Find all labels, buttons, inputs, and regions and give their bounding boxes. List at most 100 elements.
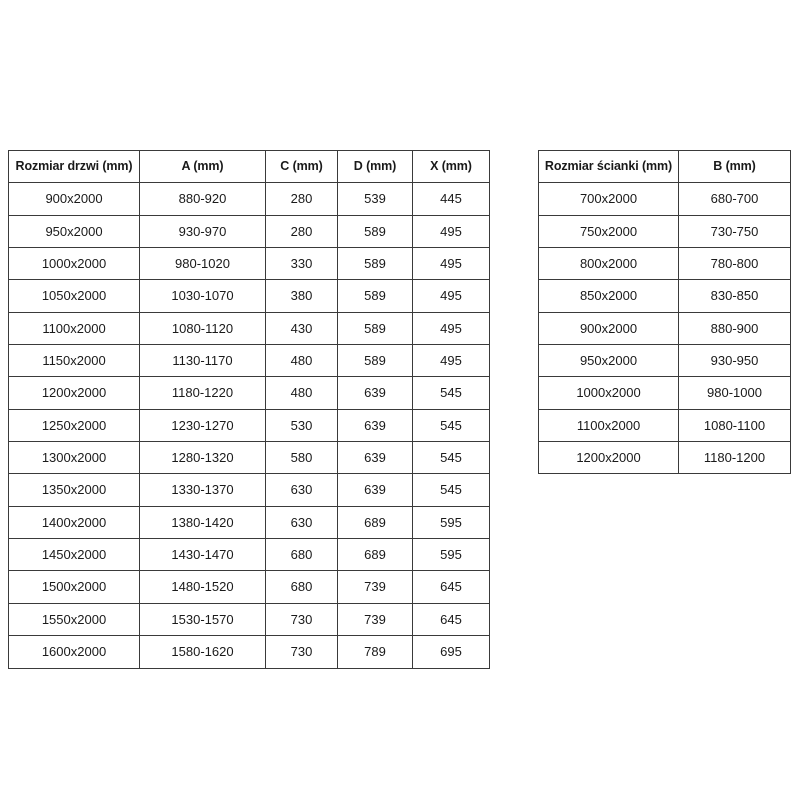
doors-row: 1300x2000 1280-1320 580 639 545 — [8, 441, 490, 475]
doors-cell-x: 545 — [412, 408, 490, 443]
doors-cell-c: 630 — [265, 505, 338, 540]
walls-row: 1100x2000 1080-1100 — [538, 408, 791, 443]
doors-cell-size: 1500x2000 — [8, 570, 140, 604]
doors-cell-c: 380 — [265, 279, 338, 313]
doors-cell-a: 1580-1620 — [139, 635, 266, 669]
door-size-specification-table: Rozmiar drzwi (mm) A (mm) C (mm) D (mm) … — [8, 149, 490, 669]
walls-cell-b: 680-700 — [678, 182, 791, 216]
doors-cell-x: 495 — [412, 344, 490, 378]
doors-row: 1000x2000 980-1020 330 589 495 — [8, 247, 490, 281]
walls-cell-b: 1080-1100 — [678, 408, 791, 443]
doors-cell-x: 645 — [412, 570, 490, 604]
walls-cell-size: 850x2000 — [538, 279, 679, 313]
doors-cell-size: 1450x2000 — [8, 538, 140, 572]
doors-cell-d: 589 — [337, 247, 413, 281]
doors-cell-c: 530 — [265, 408, 338, 443]
doors-cell-size: 1550x2000 — [8, 602, 140, 637]
doors-cell-a: 1480-1520 — [139, 570, 266, 604]
doors-cell-a: 1530-1570 — [139, 602, 266, 637]
doors-cell-d: 639 — [337, 473, 413, 507]
doors-cell-c: 730 — [265, 635, 338, 669]
doors-cell-x: 495 — [412, 311, 490, 346]
doors-cell-a: 1080-1120 — [139, 311, 266, 346]
doors-cell-d: 589 — [337, 279, 413, 313]
walls-table-header: Rozmiar ścianki (mm) B (mm) — [538, 149, 791, 184]
walls-row: 750x2000 730-750 — [538, 214, 791, 249]
doors-table-body: 900x2000 880-920 280 539 445 950x2000 930-970 2… — [8, 182, 490, 669]
doors-cell-c: 280 — [265, 182, 338, 216]
doors-cell-size: 1100x2000 — [8, 311, 140, 346]
doors-cell-c: 680 — [265, 570, 338, 604]
walls-cell-size: 750x2000 — [538, 214, 679, 249]
walls-row: 700x2000 680-700 — [538, 182, 791, 216]
doors-cell-d: 789 — [337, 635, 413, 669]
doors-cell-size: 1050x2000 — [8, 279, 140, 313]
walls-cell-size: 950x2000 — [538, 344, 679, 378]
walls-row: 1200x2000 1180-1200 — [538, 441, 791, 475]
doors-cell-a: 1430-1470 — [139, 538, 266, 572]
doors-cell-a: 1280-1320 — [139, 441, 266, 475]
doors-row: 1350x2000 1330-1370 630 639 545 — [8, 473, 490, 507]
walls-col-header-b: B (mm) — [678, 149, 791, 184]
doors-col-header-d: D (mm) — [337, 149, 413, 184]
doors-cell-c: 630 — [265, 473, 338, 507]
doors-row: 1450x2000 1430-1470 680 689 595 — [8, 538, 490, 572]
doors-cell-c: 680 — [265, 538, 338, 572]
walls-row: 950x2000 930-950 — [538, 344, 791, 378]
doors-cell-c: 730 — [265, 602, 338, 637]
doors-cell-a: 1380-1420 — [139, 505, 266, 540]
walls-row: 1000x2000 980-1000 — [538, 376, 791, 410]
walls-cell-b: 830-850 — [678, 279, 791, 313]
walls-row: 900x2000 880-900 — [538, 311, 791, 346]
doors-row: 1550x2000 1530-1570 730 739 645 — [8, 602, 490, 637]
doors-cell-a: 1180-1220 — [139, 376, 266, 410]
walls-cell-b: 930-950 — [678, 344, 791, 378]
doors-row: 1200x2000 1180-1220 480 639 545 — [8, 376, 490, 410]
walls-cell-size: 700x2000 — [538, 182, 679, 216]
doors-cell-a: 980-1020 — [139, 247, 266, 281]
doors-cell-x: 545 — [412, 376, 490, 410]
doors-col-header-size: Rozmiar drzwi (mm) — [8, 149, 140, 184]
doors-cell-a: 1130-1170 — [139, 344, 266, 378]
walls-table-body: 700x2000 680-700 750x2000 730-750 800x2000 78… — [538, 182, 791, 475]
doors-cell-x: 495 — [412, 214, 490, 249]
doors-row: 950x2000 930-970 280 589 495 — [8, 214, 490, 249]
doors-cell-x: 495 — [412, 247, 490, 281]
doors-cell-d: 589 — [337, 214, 413, 249]
doors-cell-d: 639 — [337, 408, 413, 443]
doors-cell-c: 430 — [265, 311, 338, 346]
doors-cell-size: 1150x2000 — [8, 344, 140, 378]
doors-cell-d: 739 — [337, 570, 413, 604]
doors-row: 1100x2000 1080-1120 430 589 495 — [8, 311, 490, 346]
doors-cell-d: 689 — [337, 538, 413, 572]
doors-cell-d: 589 — [337, 311, 413, 346]
doors-row: 1600x2000 1580-1620 730 789 695 — [8, 635, 490, 669]
doors-row: 1500x2000 1480-1520 680 739 645 — [8, 570, 490, 604]
walls-cell-size: 1000x2000 — [538, 376, 679, 410]
doors-cell-d: 639 — [337, 376, 413, 410]
doors-cell-a: 930-970 — [139, 214, 266, 249]
doors-cell-size: 1250x2000 — [8, 408, 140, 443]
doors-row: 1250x2000 1230-1270 530 639 545 — [8, 408, 490, 443]
doors-cell-x: 445 — [412, 182, 490, 216]
doors-col-header-c: C (mm) — [265, 149, 338, 184]
walls-cell-size: 800x2000 — [538, 247, 679, 281]
doors-row: 1150x2000 1130-1170 480 589 495 — [8, 344, 490, 378]
doors-cell-x: 695 — [412, 635, 490, 669]
doors-row: 1050x2000 1030-1070 380 589 495 — [8, 279, 490, 313]
doors-cell-d: 739 — [337, 602, 413, 637]
doors-cell-a: 1030-1070 — [139, 279, 266, 313]
doors-cell-d: 539 — [337, 182, 413, 216]
doors-cell-size: 1350x2000 — [8, 473, 140, 507]
doors-header-row: Rozmiar drzwi (mm) A (mm) C (mm) D (mm) … — [8, 149, 490, 184]
walls-cell-b: 1180-1200 — [678, 441, 791, 475]
walls-cell-size: 1100x2000 — [538, 408, 679, 443]
doors-cell-size: 1400x2000 — [8, 505, 140, 540]
doors-cell-d: 639 — [337, 441, 413, 475]
doors-cell-x: 595 — [412, 538, 490, 572]
walls-header-row: Rozmiar ścianki (mm) B (mm) — [538, 149, 791, 184]
doors-cell-c: 480 — [265, 376, 338, 410]
doors-cell-x: 595 — [412, 505, 490, 540]
doors-cell-x: 545 — [412, 441, 490, 475]
